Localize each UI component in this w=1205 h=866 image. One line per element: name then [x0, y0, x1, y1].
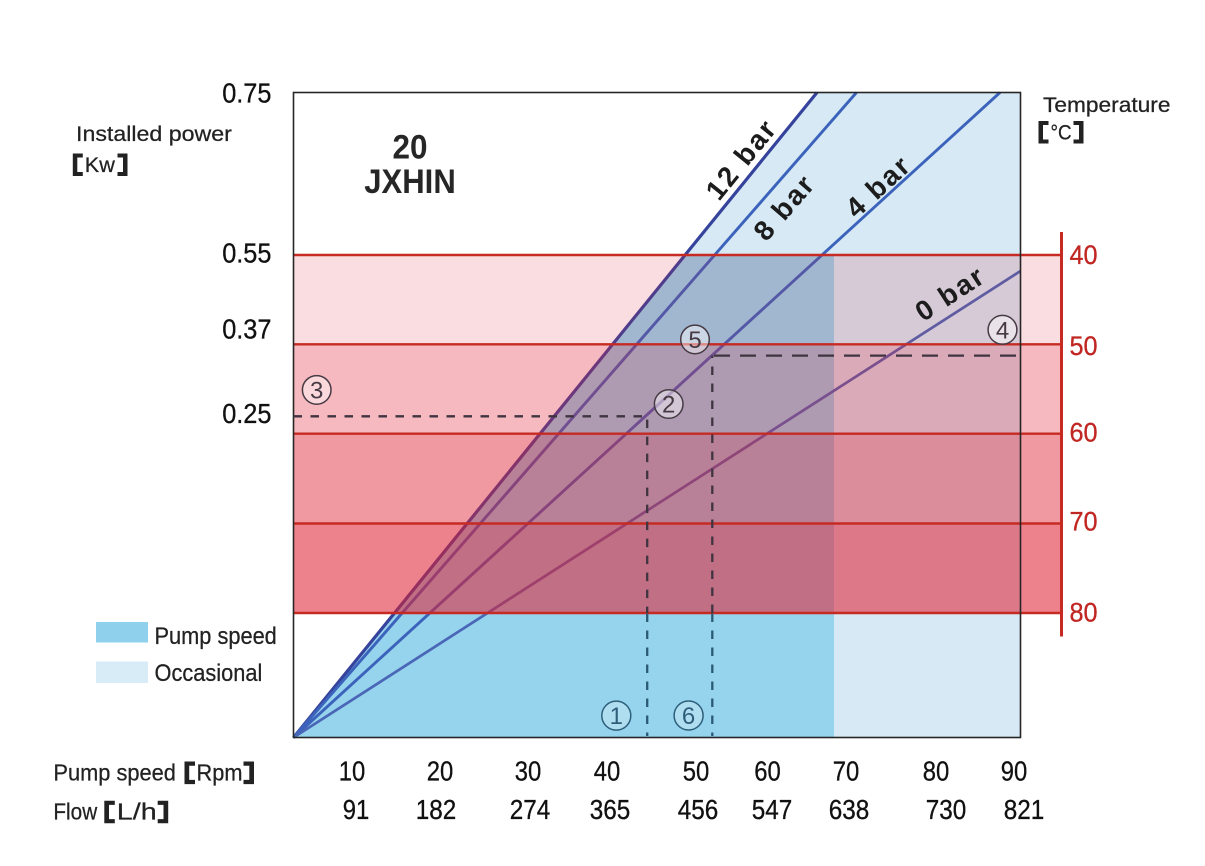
svg-text:°C: °C — [1051, 120, 1072, 144]
svg-text:0.37: 0.37 — [222, 313, 271, 344]
svg-text:0.75: 0.75 — [222, 77, 271, 108]
svg-text:547: 547 — [752, 794, 793, 825]
svg-text:91: 91 — [343, 794, 370, 825]
svg-text:638: 638 — [829, 794, 870, 825]
svg-text:274: 274 — [510, 794, 551, 825]
svg-text:80: 80 — [1070, 598, 1098, 628]
svg-text:80: 80 — [923, 756, 950, 787]
svg-text:JXHIN: JXHIN — [364, 163, 456, 201]
svg-text:90: 90 — [1001, 756, 1028, 787]
svg-text:3: 3 — [310, 378, 323, 405]
svg-text:70: 70 — [1070, 507, 1098, 537]
svg-text:20: 20 — [393, 129, 428, 167]
svg-text:730: 730 — [926, 794, 967, 825]
svg-text:50: 50 — [1070, 331, 1098, 361]
svg-text:1: 1 — [610, 703, 623, 730]
svg-text:365: 365 — [590, 794, 631, 825]
svg-text:Occasional: Occasional — [155, 660, 263, 687]
svg-text:Kw: Kw — [85, 153, 115, 177]
svg-text:10: 10 — [339, 756, 366, 787]
svg-text:40: 40 — [594, 756, 621, 787]
svg-text:30: 30 — [515, 756, 542, 787]
svg-text:Rpm: Rpm — [197, 760, 243, 786]
svg-text:Flow: Flow — [53, 799, 98, 825]
svg-text:0.55: 0.55 — [222, 238, 271, 269]
svg-text:40: 40 — [1070, 240, 1098, 270]
svg-text:50: 50 — [683, 756, 710, 787]
svg-text:6: 6 — [682, 703, 695, 730]
svg-text:Pump speed: Pump speed — [53, 760, 175, 786]
svg-text:456: 456 — [678, 794, 719, 825]
svg-text:182: 182 — [416, 794, 457, 825]
svg-text:Installed power: Installed power — [76, 122, 232, 146]
svg-text:Pump speed: Pump speed — [155, 623, 277, 650]
svg-text:4: 4 — [996, 317, 1009, 344]
svg-text:821: 821 — [1004, 794, 1045, 825]
svg-text:60: 60 — [1070, 418, 1098, 448]
svg-text:Temperature: Temperature — [1043, 93, 1171, 117]
svg-text:70: 70 — [833, 756, 860, 787]
svg-text:5: 5 — [688, 327, 701, 354]
svg-text:2: 2 — [662, 392, 675, 419]
svg-text:L/h: L/h — [117, 799, 157, 825]
svg-text:0.25: 0.25 — [222, 398, 271, 429]
svg-text:20: 20 — [427, 756, 454, 787]
svg-text:60: 60 — [754, 756, 781, 787]
